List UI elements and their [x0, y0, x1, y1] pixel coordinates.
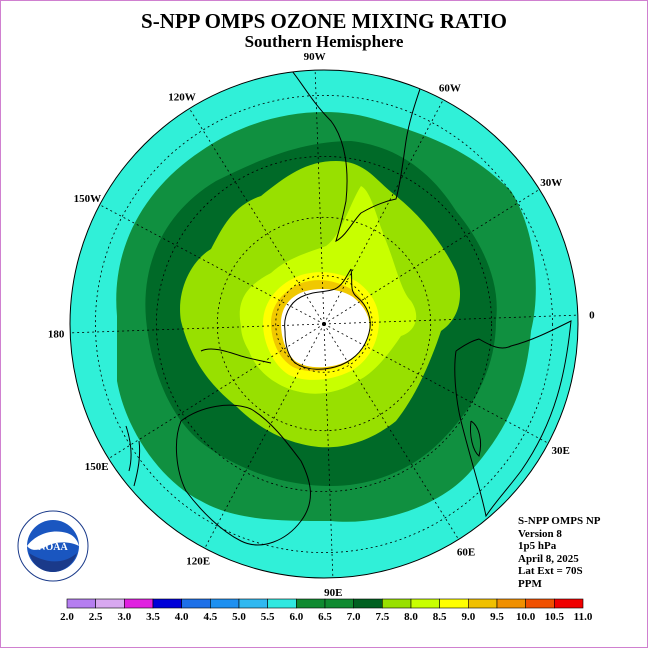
- latitude-ring: [155, 155, 493, 493]
- meridian-line: [204, 323, 325, 549]
- meridian-line: [323, 323, 459, 540]
- meridian-line: [189, 108, 325, 325]
- longitude-label: 60E: [457, 546, 475, 558]
- colorbar-tick-label: 5.5: [261, 611, 275, 623]
- colorbar-swatch: [439, 598, 469, 609]
- meridian-line: [323, 323, 334, 578]
- colorbar-swatch: [95, 598, 125, 609]
- longitude-label: 120W: [168, 92, 196, 104]
- longitude-label: 0: [589, 310, 595, 322]
- info-units: PPM: [518, 577, 542, 590]
- colorbar-tick-label: 7.0: [347, 611, 361, 623]
- colorbar-swatch: [554, 598, 584, 609]
- longitude-label: 30W: [540, 177, 562, 189]
- colorbar-swatch: [66, 598, 96, 609]
- colorbar-tick-label: 2.5: [89, 611, 103, 623]
- coastline-ross-ice: [200, 348, 272, 364]
- colorbar-swatch: [353, 598, 383, 609]
- colorbar-swatch: [124, 598, 154, 609]
- longitude-label: 150W: [74, 193, 102, 205]
- colorbar-swatch: [296, 598, 326, 609]
- colorbar-swatch: [525, 598, 555, 609]
- info-product: S-NPP OMPS NP: [518, 515, 601, 527]
- polar-data-gap: [281, 289, 370, 368]
- colorbar-swatch: [238, 598, 268, 609]
- longitude-label: 180: [48, 328, 65, 340]
- colorbar-swatch: [410, 598, 440, 609]
- colorbar-tick-label: 4.0: [175, 611, 189, 623]
- colorbar-tick-label: 10.5: [545, 611, 565, 623]
- colorbar-tick-label: 7.5: [375, 611, 389, 623]
- colorbar: 2.0 2.5 3.0 3.5 4.0 4.5 5.0 5.5 6.0 6.5 7.0 7.5 8.0 8…: [60, 598, 593, 623]
- longitude-label: 90W: [304, 51, 326, 63]
- colorbar-swatch: [382, 598, 412, 609]
- colorbar-tick-label: 4.5: [203, 611, 217, 623]
- meridian-line: [108, 323, 325, 459]
- map-title: S-NPP OMPS OZONE MIXING RATIO: [141, 9, 507, 33]
- map-subtitle: Southern Hemisphere: [244, 32, 404, 51]
- colorbar-tick-label: 9.5: [490, 611, 504, 623]
- map-border: [69, 69, 579, 579]
- coastline-antarctica: [284, 268, 371, 370]
- meridian-line: [99, 204, 325, 325]
- info-panel: S-NPP OMPS NP Version 8 1p5 hPa April 8,…: [518, 515, 601, 590]
- info-date: April 8, 2025: [518, 552, 579, 565]
- colorbar-swatch: [210, 598, 240, 609]
- info-version: Version 8: [518, 527, 562, 540]
- colorbar-swatch: [181, 598, 211, 609]
- colorbar-tick-label: 6.5: [318, 611, 332, 623]
- longitude-label: 30E: [551, 445, 569, 457]
- meridian-line: [323, 323, 549, 444]
- colorbar-swatch: [496, 598, 526, 609]
- meridian-line: [323, 189, 540, 325]
- meridian-line: [323, 99, 444, 325]
- longitude-label: 120E: [186, 556, 210, 568]
- colorbar-tick-label: 5.0: [232, 611, 246, 623]
- coastline-south-america: [287, 70, 422, 242]
- colorbar-tick-label: 8.0: [404, 611, 418, 623]
- coastline-africa: [454, 320, 572, 518]
- colorbar-swatch: [152, 598, 182, 609]
- colorbar-tick-label: 9.0: [461, 611, 475, 623]
- meridian-line: [314, 70, 325, 325]
- colorbar-tick-label: 2.0: [60, 611, 74, 623]
- colorbar-swatch: [324, 598, 354, 609]
- colorbar-tick-label: 10.0: [516, 611, 536, 623]
- latitude-ring: [94, 94, 554, 554]
- coastline-australia: [176, 404, 311, 546]
- colorbar-tick-label: 8.5: [433, 611, 447, 623]
- coastline-new-zealand: [125, 425, 141, 487]
- info-pressure-level: 1p5 hPa: [518, 540, 557, 552]
- coastline-madagascar: [470, 420, 482, 457]
- info-lat-extent: Lat Ext = 70S: [518, 565, 583, 577]
- latitude-ring: [216, 216, 432, 432]
- colorbar-tick-label: 3.0: [117, 611, 131, 623]
- meridian-line: [70, 323, 325, 334]
- colorbar-tick-label: 11.0: [574, 611, 593, 623]
- longitude-labels: 90W 60W 30W 0 30E 60E 90E 120E 150E 180 150W 120W: [48, 51, 595, 599]
- colorbar-swatch: [267, 598, 297, 609]
- meridian-line: [323, 314, 578, 325]
- noaa-logo: NOAA: [17, 510, 89, 582]
- colorbar-tick-label: 3.5: [146, 611, 160, 623]
- coastlines: [125, 70, 572, 546]
- longitude-label: 60W: [439, 82, 461, 94]
- longitude-label: 90E: [324, 587, 342, 599]
- south-pole-marker: [322, 322, 326, 326]
- noaa-logo-text: NOAA: [38, 542, 68, 553]
- colorbar-swatch: [468, 598, 498, 609]
- colorbar-tick-label: 6.0: [289, 611, 303, 623]
- longitude-label: 150E: [85, 461, 109, 473]
- latitude-ring: [275, 275, 373, 373]
- graticule: [70, 70, 578, 578]
